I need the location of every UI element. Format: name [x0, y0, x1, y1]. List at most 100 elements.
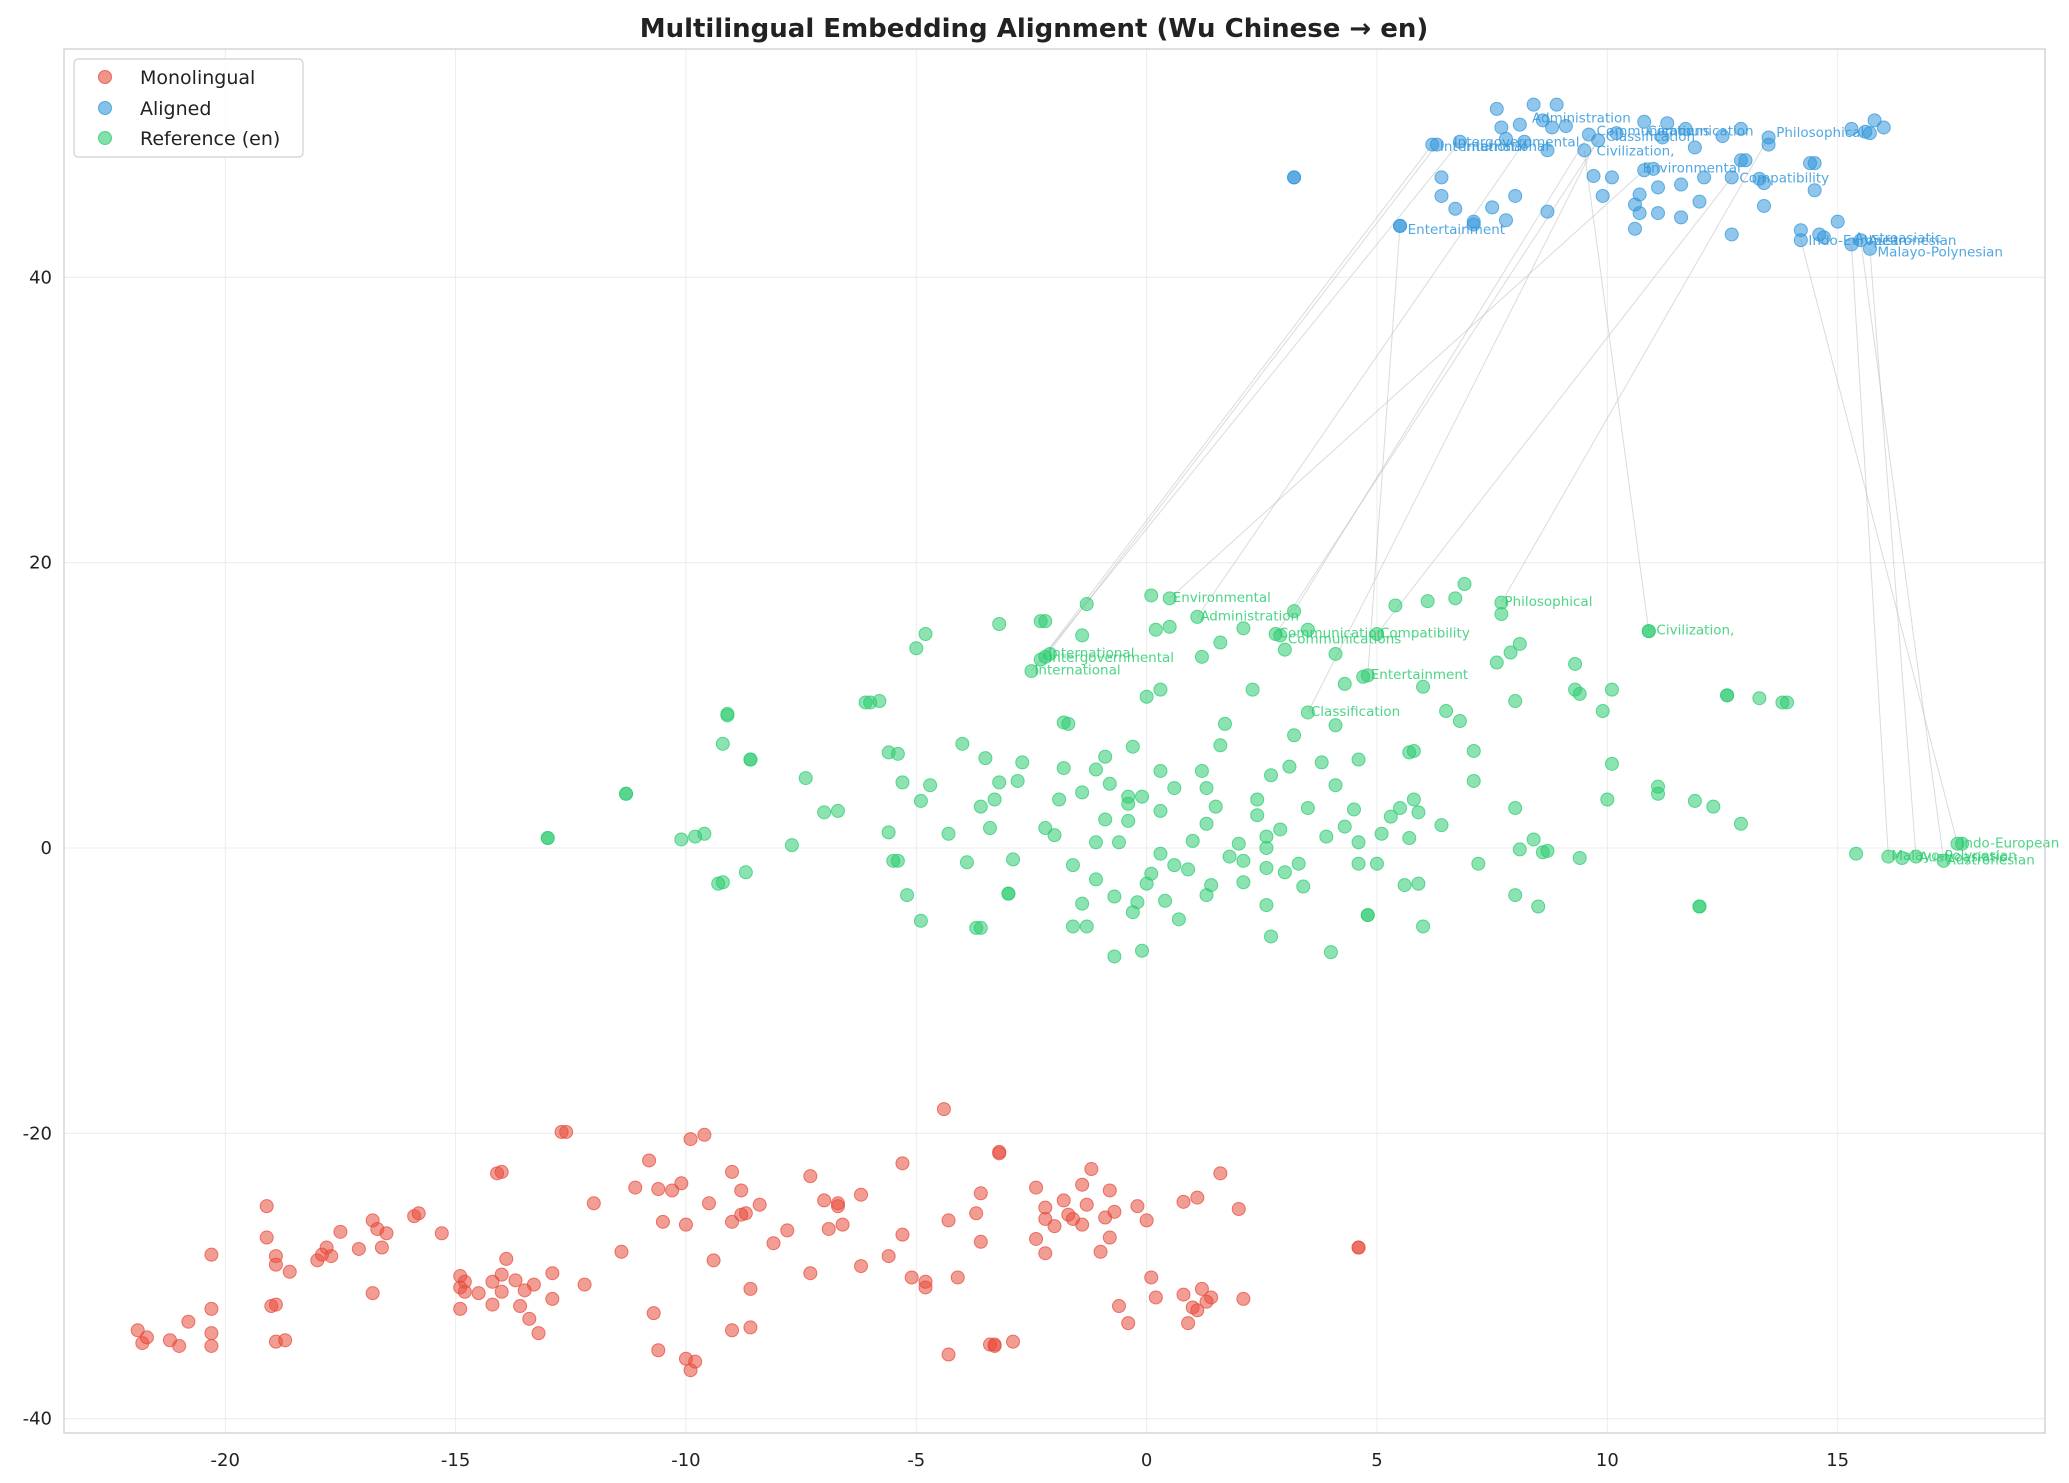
point-monolingual: [734, 1183, 749, 1198]
point-annotation: Environmental: [1643, 160, 1741, 176]
point-aligned: [1867, 113, 1882, 128]
point-aligned: [1738, 153, 1753, 168]
point-reference-en: [1010, 773, 1025, 788]
point-reference-en: [1369, 626, 1384, 641]
point-reference-en: [1167, 781, 1182, 796]
point-annotation: Intergovernmental: [1454, 135, 1580, 151]
point-reference-en: [1236, 853, 1251, 868]
point-reference-en: [992, 775, 1007, 790]
point-annotation: Administration: [1200, 608, 1299, 624]
point-annotation: Communications: [1597, 123, 1710, 139]
legend-box: [73, 58, 304, 158]
point-reference-en: [1651, 779, 1666, 794]
point-reference-en: [1107, 949, 1122, 964]
point-aligned: [1517, 134, 1532, 149]
point-annotation: Indo-European: [1808, 233, 1907, 249]
point-reference-en: [1300, 801, 1315, 816]
point-reference-en: [1079, 919, 1094, 934]
point-monolingual: [1047, 1219, 1062, 1234]
point-reference-en: [959, 855, 974, 870]
point-monolingual: [651, 1182, 666, 1197]
point-reference-en: [540, 831, 555, 846]
y-tick-label: -40: [23, 1409, 52, 1430]
point-aligned: [1715, 129, 1730, 144]
point-reference-en: [619, 786, 634, 801]
point-aligned: [1609, 126, 1624, 141]
point-reference-en: [1121, 813, 1136, 828]
point-monolingual: [725, 1214, 740, 1229]
alignment-link: [1044, 144, 1438, 658]
point-monolingual: [941, 1347, 956, 1362]
point-monolingual: [1111, 1299, 1126, 1314]
point-reference-en: [1282, 759, 1297, 774]
point-reference-en: [1056, 761, 1071, 776]
point-annotation: Philosophical: [1504, 594, 1592, 610]
point-reference-en: [1121, 789, 1136, 804]
point-aligned: [1674, 210, 1689, 225]
point-reference-en: [1416, 679, 1431, 694]
point-annotation: Civilization,: [1597, 143, 1675, 159]
point-reference-en: [983, 821, 998, 836]
point-monolingual: [973, 1186, 988, 1201]
point-reference-en: [1199, 781, 1214, 796]
point-reference-en: [987, 792, 1002, 807]
point-reference-en: [1194, 763, 1209, 778]
point-annotation: Compatibility: [1380, 626, 1470, 642]
point-reference-en: [715, 736, 730, 751]
point-monolingual: [268, 1257, 283, 1272]
point-monolingual: [545, 1266, 560, 1281]
point-monolingual: [1075, 1177, 1090, 1192]
point-monolingual: [278, 1333, 293, 1348]
point-monolingual: [651, 1343, 666, 1358]
point-reference-en: [743, 752, 758, 767]
point-reference-en: [1300, 622, 1315, 637]
point-reference-en: [715, 875, 730, 890]
point-reference-en: [1075, 785, 1090, 800]
point-reference-en: [1162, 619, 1177, 634]
point-monolingual: [817, 1193, 832, 1208]
point-reference-en: [1277, 865, 1292, 880]
point-aligned: [1393, 218, 1408, 233]
point-reference-en: [881, 825, 896, 840]
point-reference-en: [1107, 889, 1122, 904]
point-reference-en: [1466, 743, 1481, 758]
point-monolingual: [725, 1164, 740, 1179]
point-monolingual: [1130, 1199, 1145, 1214]
point-monolingual: [936, 1102, 951, 1117]
point-reference-en: [1346, 802, 1361, 817]
point-reference-en: [1526, 832, 1541, 847]
point-reference-en: [1250, 792, 1265, 807]
point-aligned: [1586, 168, 1601, 183]
point-aligned: [1687, 140, 1702, 155]
point-monolingual: [351, 1241, 366, 1256]
point-aligned: [1697, 170, 1712, 185]
point-annotation: Classification: [1606, 129, 1695, 145]
point-monolingual: [411, 1206, 426, 1221]
point-reference-en: [1264, 768, 1279, 783]
point-reference-en: [1185, 833, 1200, 848]
point-annotation: Civilization,: [1656, 623, 1734, 639]
point-monolingual: [701, 1196, 716, 1211]
point-reference-en: [1075, 896, 1090, 911]
point-reference-en: [1328, 778, 1343, 793]
alignment-link: [1851, 244, 1889, 857]
point-reference-en: [1406, 743, 1421, 758]
point-monolingual: [1029, 1231, 1044, 1246]
point-reference-en: [1503, 645, 1518, 660]
point-reference-en: [1038, 614, 1053, 629]
point-reference-en: [1079, 597, 1094, 612]
point-aligned: [1512, 117, 1527, 132]
point-reference-en: [1452, 714, 1467, 729]
point-aligned: [1452, 134, 1467, 149]
point-aligned: [1793, 233, 1808, 248]
point-reference-en: [1752, 691, 1767, 706]
point-reference-en: [1181, 862, 1196, 877]
point-monolingual: [1231, 1201, 1246, 1216]
point-reference-en: [1337, 676, 1352, 691]
point-aligned: [1637, 114, 1652, 129]
point-reference-en: [1328, 646, 1343, 661]
point-aligned: [1627, 221, 1642, 236]
point-monolingual: [434, 1226, 449, 1241]
point-annotation: Entertainment: [1408, 222, 1505, 238]
